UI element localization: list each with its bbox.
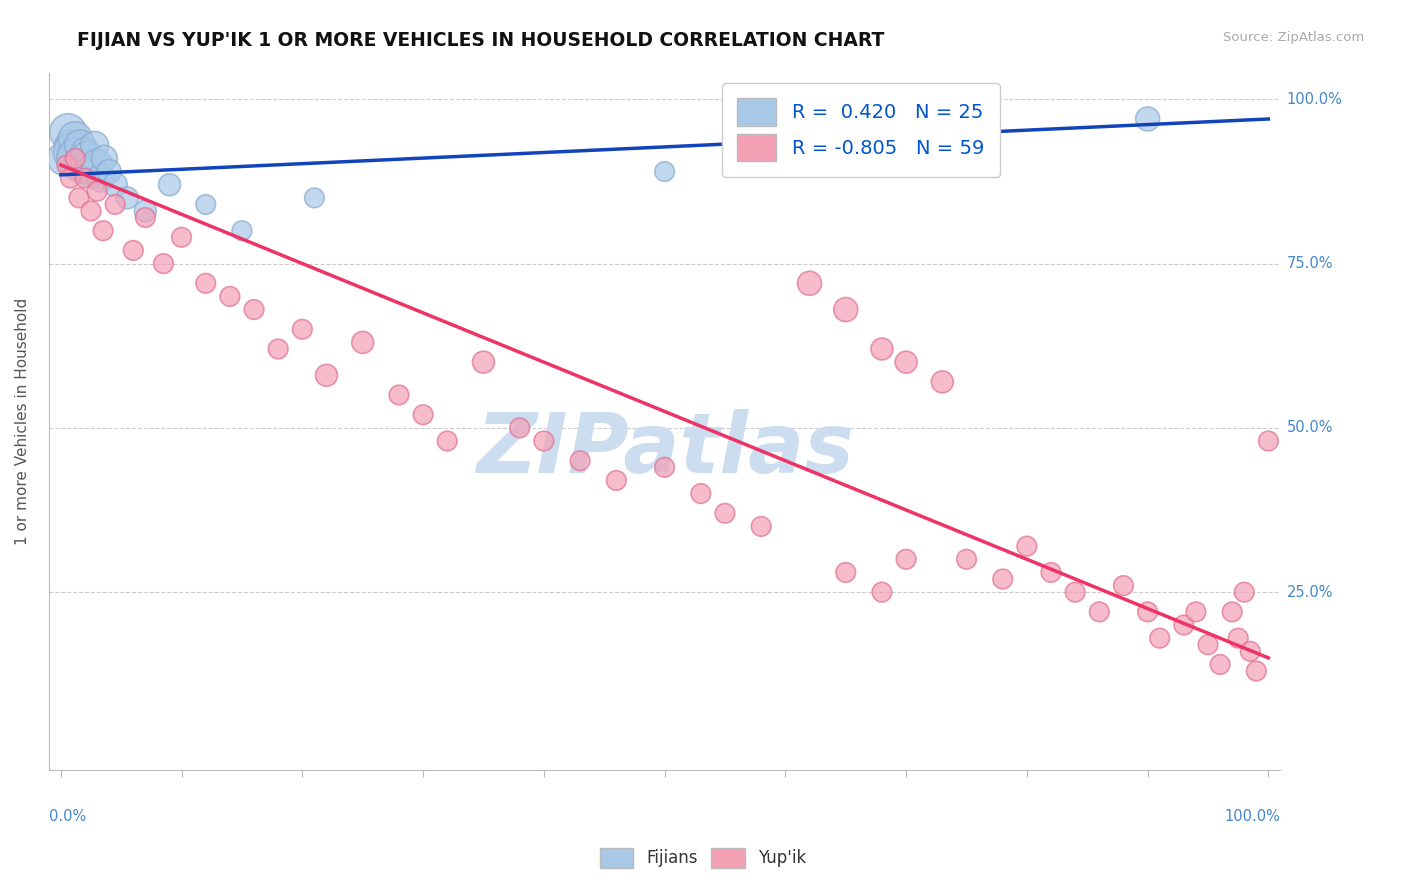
Point — [1136, 605, 1159, 619]
Point — [689, 486, 711, 500]
Point — [104, 178, 127, 192]
Point — [955, 552, 977, 566]
Point — [1064, 585, 1087, 599]
Point — [76, 152, 98, 166]
Point — [388, 388, 411, 402]
Text: ZIPatlas: ZIPatlas — [475, 409, 853, 490]
Point — [1185, 605, 1208, 619]
Point — [72, 158, 94, 172]
Point — [1246, 664, 1268, 678]
Point — [315, 368, 337, 383]
Point — [65, 131, 87, 145]
Point — [86, 184, 108, 198]
Point — [90, 171, 112, 186]
Point — [1220, 605, 1243, 619]
Point — [56, 158, 79, 172]
Point — [1088, 605, 1111, 619]
Point — [1149, 631, 1171, 645]
Text: 75.0%: 75.0% — [1286, 256, 1333, 271]
Point — [1197, 638, 1219, 652]
Point — [122, 244, 145, 258]
Point — [835, 302, 858, 317]
Point — [219, 289, 242, 303]
Point — [104, 197, 127, 211]
Point — [894, 552, 917, 566]
Text: 25.0%: 25.0% — [1286, 584, 1333, 599]
Text: 100.0%: 100.0% — [1286, 92, 1343, 107]
Point — [291, 322, 314, 336]
Point — [654, 164, 676, 178]
Point — [93, 152, 115, 166]
Text: FIJIAN VS YUP'IK 1 OR MORE VEHICLES IN HOUSEHOLD CORRELATION CHART: FIJIAN VS YUP'IK 1 OR MORE VEHICLES IN H… — [77, 31, 884, 50]
Text: Source: ZipAtlas.com: Source: ZipAtlas.com — [1223, 31, 1364, 45]
Y-axis label: 1 or more Vehicles in Household: 1 or more Vehicles in Household — [15, 298, 30, 545]
Point — [59, 171, 82, 186]
Point — [159, 178, 181, 192]
Point — [352, 335, 374, 350]
Point — [714, 506, 737, 520]
Point — [134, 211, 156, 225]
Point — [894, 355, 917, 369]
Point — [152, 256, 174, 270]
Point — [83, 138, 105, 153]
Point — [65, 152, 87, 166]
Point — [73, 145, 96, 159]
Point — [62, 145, 84, 159]
Point — [86, 158, 108, 172]
Point — [73, 171, 96, 186]
Text: 0.0%: 0.0% — [49, 809, 86, 824]
Point — [1015, 539, 1038, 553]
Point — [799, 277, 821, 291]
Point — [98, 164, 121, 178]
Point — [1136, 112, 1159, 126]
Point — [91, 224, 114, 238]
Point — [1227, 631, 1250, 645]
Point — [194, 277, 217, 291]
Point — [267, 342, 290, 356]
Point — [231, 224, 253, 238]
Point — [991, 572, 1014, 586]
Point — [835, 566, 858, 580]
Point — [605, 474, 627, 488]
Point — [1112, 578, 1135, 592]
Point — [134, 204, 156, 219]
Point — [533, 434, 555, 448]
Point — [56, 125, 79, 139]
Point — [1040, 566, 1063, 580]
Point — [1173, 618, 1195, 632]
Point — [1257, 434, 1279, 448]
Point — [59, 138, 82, 153]
Point — [194, 197, 217, 211]
Point — [931, 375, 953, 389]
Text: 100.0%: 100.0% — [1225, 809, 1281, 824]
Point — [80, 204, 103, 219]
Legend: R =  0.420   N = 25, R = -0.805   N = 59: R = 0.420 N = 25, R = -0.805 N = 59 — [721, 83, 1000, 177]
Point — [870, 342, 893, 356]
Point — [472, 355, 495, 369]
Point — [66, 152, 89, 166]
Point — [749, 519, 772, 533]
Point — [69, 138, 91, 153]
Point — [436, 434, 458, 448]
Text: 50.0%: 50.0% — [1286, 420, 1333, 435]
Point — [304, 191, 326, 205]
Point — [1239, 644, 1261, 658]
Point — [53, 152, 76, 166]
Point — [115, 191, 138, 205]
Point — [412, 408, 434, 422]
Point — [80, 164, 103, 178]
Point — [569, 454, 592, 468]
Point — [170, 230, 193, 244]
Point — [509, 421, 531, 435]
Legend: Fijians, Yup'ik: Fijians, Yup'ik — [593, 841, 813, 875]
Point — [870, 585, 893, 599]
Point — [1233, 585, 1256, 599]
Point — [243, 302, 266, 317]
Point — [67, 191, 90, 205]
Point — [1209, 657, 1232, 672]
Point — [654, 460, 676, 475]
